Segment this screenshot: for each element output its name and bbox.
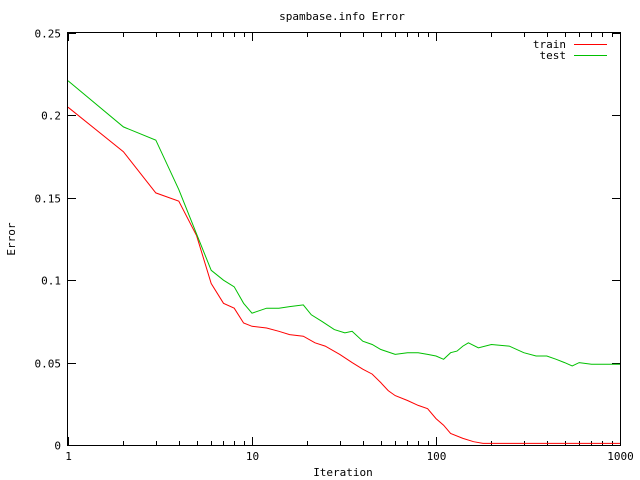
y-tick-label: 0.25	[35, 28, 62, 41]
chart-title: spambase.info Error	[279, 10, 405, 23]
y-tick-label: 0.05	[35, 358, 62, 371]
x-tick-label: 10	[246, 450, 259, 463]
axis-ticks: 0 0.05 0.1 0.15 0.2 0.25 1 10 100 1000	[35, 28, 634, 464]
y-tick-label: 0.1	[41, 275, 61, 288]
y-axis-label: Error	[5, 222, 18, 255]
series-line-test	[67, 80, 620, 367]
y-tick-label: 0	[54, 440, 61, 453]
y-tick-label: 0.15	[35, 193, 62, 206]
legend-label-train: train	[533, 38, 566, 51]
x-tick-label: 1	[65, 450, 72, 463]
y-tick-label: 0.2	[41, 110, 61, 123]
series-group	[67, 80, 620, 444]
legend-label-test: test	[540, 49, 567, 62]
x-axis-label: Iteration	[313, 466, 373, 479]
x-tick-label: 100	[427, 450, 447, 463]
plot-frame	[67, 32, 621, 446]
x-tick-label: 1000	[607, 450, 634, 463]
series-line-train	[67, 106, 620, 444]
